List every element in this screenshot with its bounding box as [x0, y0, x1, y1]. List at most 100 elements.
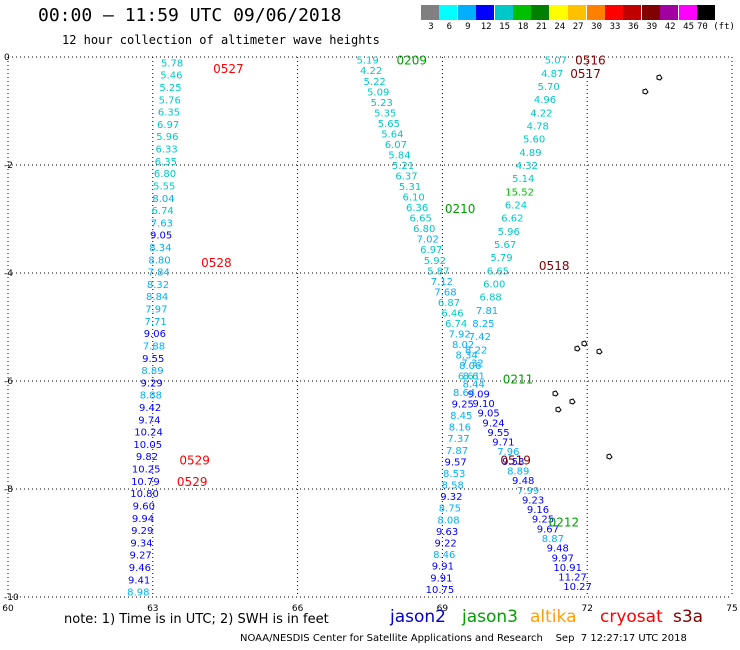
scale-swatch	[457, 5, 476, 20]
island-outline	[552, 390, 559, 397]
wave-height-label: 8.34	[149, 243, 171, 254]
wave-height-label: 8.64	[453, 388, 475, 399]
wave-height-label: 9.41	[128, 575, 150, 586]
wave-height-label: 5.65	[378, 119, 400, 130]
wave-height-label: 5.79	[490, 253, 512, 264]
wave-height-label: 8.98	[127, 588, 149, 599]
scale-swatch	[605, 5, 623, 20]
wave-height-label: 8.80	[148, 255, 170, 266]
wave-height-label: 9.10	[473, 399, 495, 410]
wave-height-label: 8.61	[463, 372, 485, 383]
wave-height-label: 5.67	[494, 240, 516, 251]
wave-height-label: 8.89	[507, 466, 529, 477]
y-tick-label: -8	[4, 485, 13, 495]
wave-height-label: 9.34	[130, 538, 152, 549]
wave-height-label: 8.87	[542, 534, 564, 545]
wave-height-label: 6.87	[438, 298, 460, 309]
wave-height-label: 8.58	[442, 481, 464, 492]
wave-height-label: 8.32	[147, 280, 169, 291]
wave-height-label: 6.10	[402, 193, 424, 204]
wave-height-label: 10.05	[133, 440, 162, 451]
wave-height-label: 5.78	[161, 58, 183, 69]
x-tick-label: 66	[292, 604, 304, 614]
wave-height-label: 9.91	[430, 573, 452, 584]
scale-label: 36	[627, 22, 639, 32]
wave-height-label: 6.65	[410, 214, 432, 225]
wave-height-label: 9.05	[477, 409, 499, 420]
wave-height-label: 6.80	[154, 169, 176, 180]
wave-height-label: 4.32	[516, 161, 538, 172]
wave-height-label: 9.94	[132, 514, 154, 525]
pass-number-label: 0517	[570, 67, 601, 81]
pass-number-label: 0210	[445, 202, 476, 216]
pass-number-label: 0529	[177, 475, 208, 489]
wave-height-label: 7.02	[417, 235, 439, 246]
wave-height-label: 7.88	[143, 341, 165, 352]
legend-altika: altika	[530, 607, 577, 627]
scale-label: 24	[554, 22, 566, 32]
wave-height-label: 8.06	[459, 361, 481, 372]
wave-height-label: 5.14	[512, 174, 534, 185]
wave-height-label: 6.33	[155, 145, 177, 156]
y-tick-label: -10	[4, 593, 19, 603]
island-outline	[569, 398, 576, 405]
scale-label: 3	[428, 22, 434, 32]
map-title: 00:00 — 11:59 UTC 09/06/2018	[38, 5, 342, 26]
wave-height-label: 8.08	[437, 515, 459, 526]
wave-height-label: 7.42	[469, 332, 491, 343]
wave-height-label: 5.70	[537, 82, 559, 93]
wave-height-label: 9.29	[141, 378, 163, 389]
scale-swatch	[678, 5, 697, 20]
wave-height-label: 9.27	[130, 551, 152, 562]
wave-height-label: 5.92	[424, 256, 446, 267]
scale-label: 6	[446, 22, 453, 32]
wave-height-label: 6.24	[505, 200, 527, 211]
scale-label: 33	[609, 22, 621, 32]
scale-swatch	[660, 5, 679, 20]
wave-height-label: 6.61	[458, 372, 480, 383]
scale-swatch	[494, 5, 513, 20]
pass-number-label: 0516	[575, 54, 606, 68]
wave-height-label: 9.55	[142, 354, 164, 365]
wave-height-label: 8.22	[465, 345, 487, 356]
units-note: note: 1) Time is in UTC; 2) SWH is in fe…	[64, 612, 329, 627]
wave-height-label: 8.88	[140, 391, 162, 402]
wave-height-label: 9.82	[136, 452, 158, 463]
wave-height-label: 8.16	[449, 423, 471, 434]
pass-number-label: 0211	[503, 372, 534, 386]
wave-height-label: 7.84	[148, 268, 170, 279]
island-outline	[642, 88, 649, 95]
wave-height-label: 9.25	[452, 399, 474, 410]
wave-height-label: 9.48	[547, 544, 569, 555]
wave-height-label: 5.84	[388, 150, 410, 161]
wave-height-label: 4.78	[527, 122, 549, 133]
legend-jason3: jason3	[462, 607, 518, 627]
wave-height-label: 6.74	[152, 206, 174, 217]
scale-swatch	[513, 5, 531, 20]
pass-number-label: 0527	[213, 62, 244, 76]
map-subtitle: 12 hour collection of altimeter wave hei…	[62, 33, 380, 47]
wave-height-label: 8.44	[463, 380, 485, 391]
wave-height-label: 6.46	[441, 308, 463, 319]
x-tick-label: 63	[147, 604, 158, 614]
scale-label: 42	[664, 22, 676, 32]
wave-height-label: 9.05	[150, 231, 172, 242]
legend-cryosat: cryosat	[600, 607, 663, 627]
scale-swatch	[549, 5, 568, 20]
scale-label: 9	[465, 22, 471, 32]
island-outline	[555, 406, 562, 413]
wave-height-label: 10.75	[426, 585, 455, 596]
scale-swatch	[586, 5, 605, 20]
pass-number-label: 0212	[549, 515, 580, 529]
wave-height-label: 10.80	[130, 489, 159, 500]
pass-number-label: 0519	[500, 453, 531, 467]
wave-height-label: 6.62	[501, 214, 523, 225]
wave-height-label: 6.00	[483, 279, 505, 290]
scale-swatch	[623, 5, 642, 20]
scale-label: 15	[499, 22, 511, 32]
wave-height-label: 5.19	[356, 56, 378, 67]
wave-height-label: 6.36	[406, 203, 428, 214]
wave-height-label: 8.45	[450, 411, 472, 422]
wave-height-label: 15.52	[505, 187, 534, 198]
